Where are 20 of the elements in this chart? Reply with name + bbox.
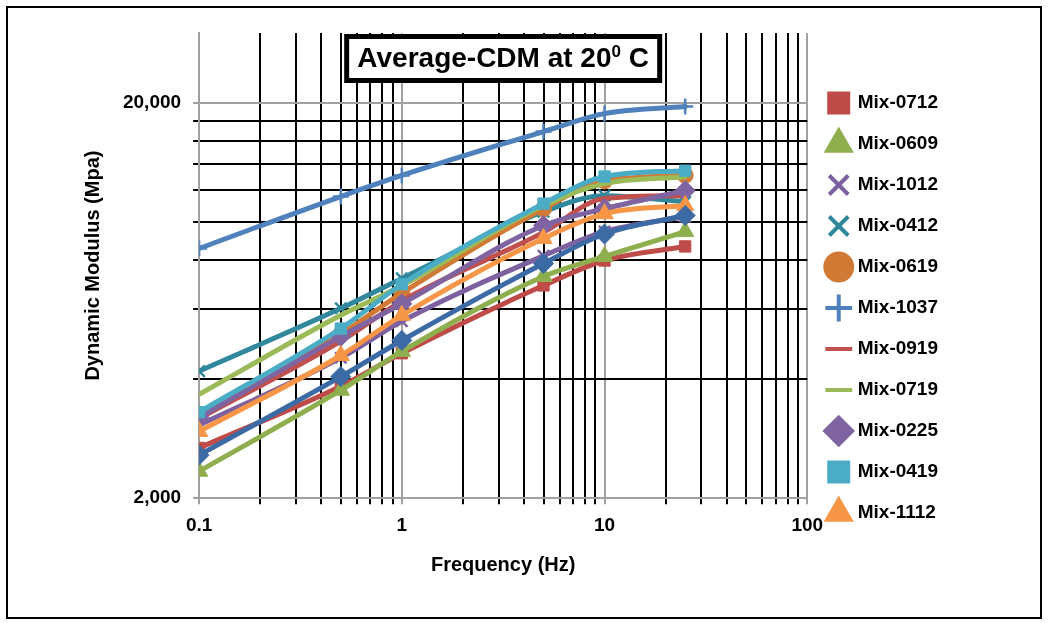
- legend-label: Mix-1037: [857, 296, 939, 318]
- legend-label: Mix-0919: [857, 337, 939, 359]
- y-axis-title: Dynamic Modulus (Mpa): [80, 150, 103, 381]
- x-axis-title: Frequency (Hz): [430, 552, 576, 575]
- legend-label: Mix-1012: [857, 173, 939, 195]
- legend-label: Mix-1112: [857, 501, 936, 523]
- x-tick-label: 100: [791, 513, 824, 535]
- legend-label: Mix-0719: [857, 378, 939, 400]
- legend-label: Mix-0225: [857, 419, 939, 441]
- x-tick-label: 0.1: [185, 513, 213, 535]
- x-tick-label: 10: [593, 513, 616, 535]
- legend-label: Mix-0419: [857, 460, 939, 482]
- legend-label: Mix-0712: [857, 91, 939, 113]
- legend-label: Mix-0609: [857, 132, 939, 154]
- legend-label: Mix-0619: [857, 255, 939, 277]
- legend-label: Mix-0412: [857, 214, 939, 236]
- chart-title: Average-CDM at 20$^{0}$ C: [344, 34, 662, 84]
- y-tick-label: 2,000: [133, 486, 182, 508]
- x-tick-label: 1: [396, 513, 408, 535]
- y-tick-label: 20,000: [122, 90, 182, 112]
